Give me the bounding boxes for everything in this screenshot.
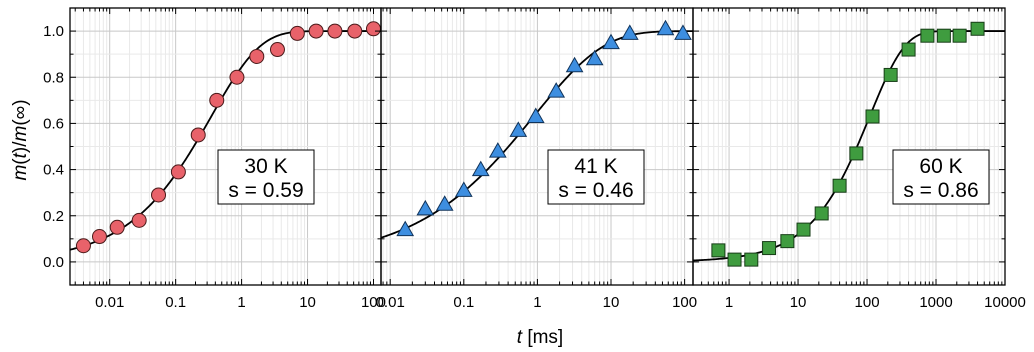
ticks bbox=[70, 7, 381, 286]
annotation-box bbox=[217, 149, 315, 205]
x-tick-label: 10000 bbox=[984, 294, 1026, 311]
data-point bbox=[471, 160, 490, 177]
data-point bbox=[151, 187, 167, 203]
data-point bbox=[396, 220, 415, 237]
ticks bbox=[381, 7, 693, 286]
data-point bbox=[814, 206, 829, 221]
stretch-exponent-label: s = 0.46 bbox=[558, 179, 633, 202]
x-tick-label: 10 bbox=[603, 294, 620, 311]
data-point bbox=[620, 24, 639, 40]
data-point bbox=[365, 21, 381, 37]
data-point bbox=[780, 234, 795, 249]
stretch-exponent-label: s = 0.86 bbox=[903, 179, 978, 202]
data-point bbox=[727, 252, 742, 267]
x-axis-label: t [ms] bbox=[517, 327, 563, 348]
grid bbox=[692, 7, 1006, 286]
data-point bbox=[970, 21, 985, 36]
data-point bbox=[849, 146, 864, 161]
data-point bbox=[656, 19, 675, 36]
data-point bbox=[920, 28, 935, 43]
panel-1: 0.01 0.1 1 10 100 0.0 0.2 0.4 0.6 0.8 1.0 30 Ks = 0… bbox=[43, 7, 386, 311]
y-tick-label: 0.4 bbox=[43, 162, 64, 179]
data-point bbox=[602, 33, 620, 50]
data-point bbox=[249, 48, 265, 64]
data-point bbox=[109, 219, 125, 235]
data-point bbox=[865, 109, 880, 124]
x-tick-label: 10 bbox=[299, 294, 316, 311]
data-point bbox=[952, 28, 967, 43]
x-tick-label: 100 bbox=[672, 294, 697, 311]
data-point bbox=[454, 181, 473, 197]
x-tick-label: 0.01 bbox=[376, 294, 405, 311]
data-point bbox=[547, 82, 566, 98]
data-point bbox=[209, 92, 225, 108]
data-point bbox=[526, 107, 545, 123]
data-point bbox=[901, 42, 916, 57]
data-point bbox=[509, 121, 528, 137]
data-point bbox=[131, 212, 147, 228]
x-tick-label: 100 bbox=[855, 294, 880, 311]
data-point bbox=[269, 42, 285, 58]
data-points bbox=[75, 21, 381, 254]
data-point bbox=[674, 24, 692, 40]
data-point bbox=[91, 229, 107, 245]
annotation-box bbox=[892, 149, 990, 205]
data-point bbox=[170, 164, 186, 180]
panel-3: 1 10 100 1000 10000 60 Ks = 0.86 bbox=[692, 7, 1026, 311]
data-point bbox=[832, 178, 847, 193]
y-tick-label: 0.8 bbox=[43, 69, 64, 86]
annotation-box bbox=[547, 149, 645, 205]
temperature-label: 60 K bbox=[919, 155, 962, 178]
y-tick-label: 0.0 bbox=[43, 254, 64, 271]
x-tick-label: 0.01 bbox=[95, 294, 124, 311]
data-point bbox=[327, 23, 343, 39]
x-tick-label: 1 bbox=[237, 294, 245, 311]
panel-2: 0.01 0.1 1 10 100 41 Ks = 0.46 bbox=[376, 7, 697, 311]
data-point bbox=[347, 23, 363, 39]
x-tick-label: 10 bbox=[790, 294, 807, 311]
y-tick-label: 0.2 bbox=[43, 208, 64, 225]
x-tick-label: 1 bbox=[725, 294, 733, 311]
data-point bbox=[488, 142, 507, 158]
data-point bbox=[796, 222, 811, 237]
data-point bbox=[744, 252, 759, 267]
x-tick-label: 100 bbox=[361, 294, 386, 311]
temperature-label: 30 K bbox=[244, 155, 287, 178]
grid bbox=[381, 7, 693, 286]
stretch-exponent-label: s = 0.59 bbox=[228, 179, 303, 202]
data-point bbox=[229, 69, 245, 85]
data-point bbox=[435, 195, 454, 211]
fit-curve bbox=[693, 30, 1005, 262]
grid bbox=[70, 7, 381, 286]
temperature-label: 41 K bbox=[574, 155, 617, 178]
data-point bbox=[883, 67, 898, 82]
data-point bbox=[289, 25, 305, 41]
fit-curve bbox=[70, 30, 381, 251]
data-point bbox=[416, 199, 435, 216]
data-point bbox=[711, 243, 726, 258]
x-tick-label: 1 bbox=[533, 294, 541, 311]
y-tick-label: 0.6 bbox=[43, 115, 64, 132]
data-point bbox=[565, 56, 584, 73]
data-point bbox=[585, 49, 604, 66]
data-points bbox=[396, 19, 692, 237]
x-tick-label: 1000 bbox=[919, 294, 952, 311]
data-point bbox=[75, 238, 91, 254]
y-tick-label: 1.0 bbox=[43, 23, 64, 40]
data-points bbox=[711, 21, 985, 267]
ticks bbox=[692, 7, 1006, 286]
y-axis-label: m(t)/m(∞) bbox=[10, 99, 31, 180]
data-point bbox=[762, 241, 777, 256]
x-tick-label: 0.1 bbox=[453, 294, 474, 311]
data-point bbox=[308, 23, 324, 39]
data-point bbox=[936, 28, 951, 43]
data-point bbox=[190, 127, 206, 143]
x-tick-label: 0.1 bbox=[165, 294, 186, 311]
